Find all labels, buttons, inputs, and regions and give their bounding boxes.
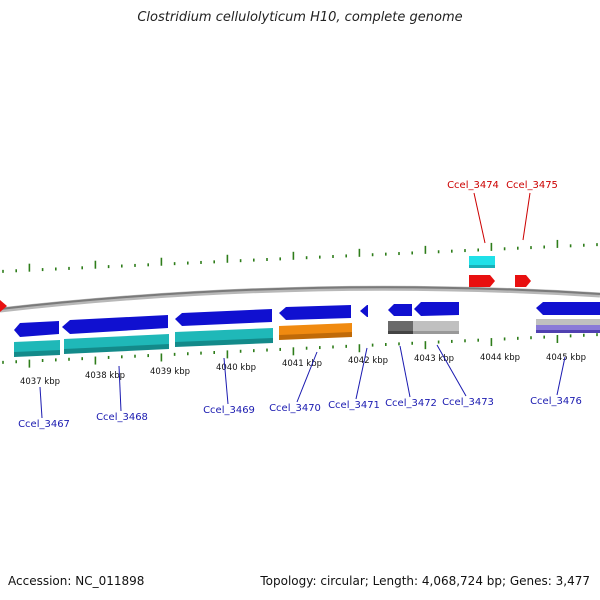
gene-label-leader	[296, 351, 318, 403]
gene-ccel-3474[interactable]	[469, 275, 495, 287]
gene-ccel-3471[interactable]	[360, 305, 368, 317]
gene-ccel-3475[interactable]	[515, 275, 531, 287]
gene-ccel-3476[interactable]	[536, 302, 600, 315]
gene-ccel-3470[interactable]	[279, 305, 351, 320]
genome-map: 4037 kbp 4038 kbp 4039 kbp 4040 kbp 4041 kbp…	[0, 180, 600, 430]
gene-label[interactable]: Ccel_3476	[530, 396, 582, 407]
gene-label[interactable]: Ccel_3469	[203, 405, 255, 416]
scale-label: 4039 kbp	[150, 367, 190, 377]
map-title: Clostridium cellulolyticum H10, complete…	[137, 10, 463, 25]
gene-ccel-3469[interactable]	[175, 309, 272, 326]
gene-label[interactable]: Ccel_3470	[269, 403, 321, 414]
gene-label-leader	[223, 357, 229, 405]
scale-label: 4045 kbp	[546, 353, 586, 363]
gene-label-leader	[556, 356, 566, 396]
scale-label: 4037 kbp	[20, 377, 60, 387]
scale-labels: 4037 kbp 4038 kbp 4039 kbp 4040 kbp 4041 kbp…	[20, 353, 586, 387]
gene-ccel-3468[interactable]	[62, 315, 168, 334]
gene-label-leader	[399, 345, 411, 398]
scale-label: 4042 kbp	[348, 356, 388, 366]
minus-strand-genes	[14, 302, 600, 337]
gene-label-leader	[522, 192, 531, 241]
gene-label[interactable]: Ccel_3468	[96, 412, 148, 423]
gene-ccel-3472[interactable]	[388, 304, 412, 316]
scale-label: 4043 kbp	[414, 354, 454, 364]
gene-label[interactable]: Ccel_3475	[506, 180, 558, 191]
gene-label[interactable]: Ccel_3467	[18, 419, 70, 430]
gene-ccel-3473[interactable]	[414, 302, 459, 316]
gene-label-leaders	[39, 192, 566, 419]
gene-ccel-3467[interactable]	[14, 321, 59, 337]
accession-label: Accession: NC_011898	[8, 574, 145, 588]
genome-backbone	[0, 285, 600, 313]
gene-label[interactable]: Ccel_3474	[447, 180, 499, 191]
gene-label-leader	[118, 365, 122, 412]
gene-label-leader	[355, 347, 368, 400]
genome-summary: Topology: circular; Length: 4,068,724 bp…	[260, 574, 590, 588]
scale-label: 4040 kbp	[216, 363, 256, 373]
gene-label[interactable]: Ccel_3473	[442, 397, 494, 408]
scale-label: 4044 kbp	[480, 353, 520, 363]
gene-label-leader	[39, 386, 43, 419]
gene-label-leader	[473, 192, 486, 244]
plus-strand-genes	[469, 256, 531, 287]
gene-label-group: Ccel_3467 Ccel_3468 Ccel_3469 Ccel_3470 Ccel…	[18, 180, 582, 430]
feature-bars	[14, 319, 600, 357]
inner-tick-row	[2, 333, 598, 368]
gene-label-leader	[436, 344, 467, 397]
scale-label: 4041 kbp	[282, 359, 322, 369]
outer-tick-row	[2, 239, 598, 273]
scale-label: 4038 kbp	[85, 371, 125, 381]
gene-label[interactable]: Ccel_3472	[385, 398, 437, 409]
gene-label[interactable]: Ccel_3471	[328, 400, 380, 411]
gene-fragment-left[interactable]	[0, 300, 7, 312]
